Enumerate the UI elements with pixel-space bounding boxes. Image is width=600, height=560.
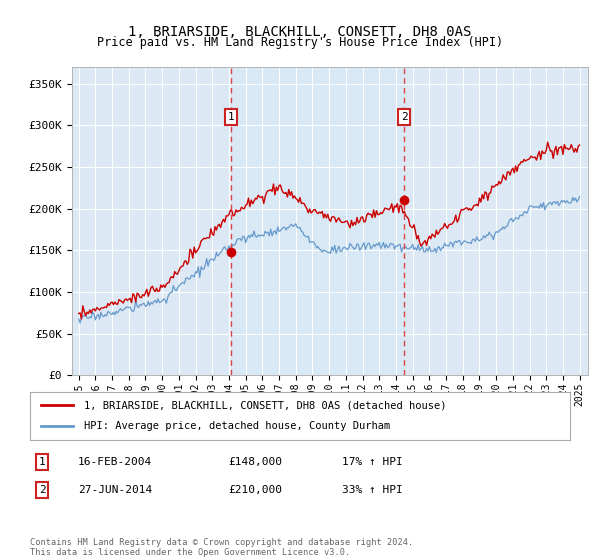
Text: £210,000: £210,000 xyxy=(228,485,282,495)
Text: 2: 2 xyxy=(38,485,46,495)
Text: 1: 1 xyxy=(38,457,46,467)
Text: 2: 2 xyxy=(401,112,407,122)
Text: 17% ↑ HPI: 17% ↑ HPI xyxy=(342,457,403,467)
Text: 16-FEB-2004: 16-FEB-2004 xyxy=(78,457,152,467)
Text: 33% ↑ HPI: 33% ↑ HPI xyxy=(342,485,403,495)
Text: 27-JUN-2014: 27-JUN-2014 xyxy=(78,485,152,495)
Text: £148,000: £148,000 xyxy=(228,457,282,467)
Bar xyxy=(231,67,404,375)
Text: 1, BRIARSIDE, BLACKHILL, CONSETT, DH8 0AS (detached house): 1, BRIARSIDE, BLACKHILL, CONSETT, DH8 0A… xyxy=(84,400,446,410)
Text: Contains HM Land Registry data © Crown copyright and database right 2024.
This d: Contains HM Land Registry data © Crown c… xyxy=(30,538,413,557)
Text: 1, BRIARSIDE, BLACKHILL, CONSETT, DH8 0AS: 1, BRIARSIDE, BLACKHILL, CONSETT, DH8 0A… xyxy=(128,25,472,39)
Text: 1: 1 xyxy=(227,112,235,122)
Text: HPI: Average price, detached house, County Durham: HPI: Average price, detached house, Coun… xyxy=(84,421,390,431)
Text: Price paid vs. HM Land Registry's House Price Index (HPI): Price paid vs. HM Land Registry's House … xyxy=(97,36,503,49)
